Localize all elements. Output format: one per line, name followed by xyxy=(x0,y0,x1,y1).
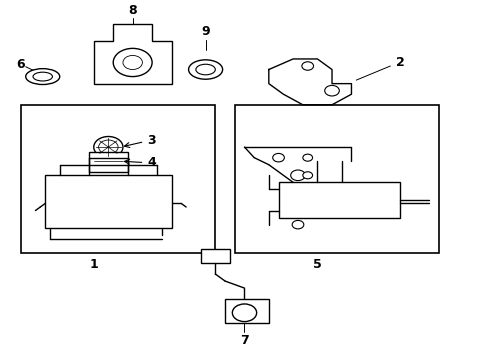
Polygon shape xyxy=(45,175,171,228)
Circle shape xyxy=(113,48,152,77)
Bar xyxy=(21,105,215,253)
Ellipse shape xyxy=(196,64,215,75)
Bar xyxy=(234,105,438,253)
Circle shape xyxy=(290,170,305,181)
Circle shape xyxy=(291,220,303,229)
Circle shape xyxy=(302,172,312,179)
Ellipse shape xyxy=(33,72,52,81)
Circle shape xyxy=(122,55,142,69)
Bar xyxy=(224,299,268,323)
Text: 4: 4 xyxy=(124,157,156,170)
Text: 7: 7 xyxy=(240,334,248,347)
Circle shape xyxy=(99,140,118,154)
Ellipse shape xyxy=(26,69,60,85)
Text: 3: 3 xyxy=(124,134,156,148)
Text: 5: 5 xyxy=(312,258,321,271)
Text: 8: 8 xyxy=(128,4,137,17)
Text: 6: 6 xyxy=(17,58,25,71)
Circle shape xyxy=(324,85,339,96)
Text: 9: 9 xyxy=(201,25,209,38)
Text: 2: 2 xyxy=(395,56,404,69)
Text: 1: 1 xyxy=(89,258,98,271)
Circle shape xyxy=(272,153,284,162)
Bar xyxy=(201,249,229,264)
Ellipse shape xyxy=(188,60,222,79)
Circle shape xyxy=(302,154,312,161)
Polygon shape xyxy=(278,183,399,217)
Circle shape xyxy=(94,136,122,158)
Circle shape xyxy=(301,62,313,70)
Circle shape xyxy=(232,304,256,321)
Bar xyxy=(89,152,127,172)
Polygon shape xyxy=(94,24,171,84)
